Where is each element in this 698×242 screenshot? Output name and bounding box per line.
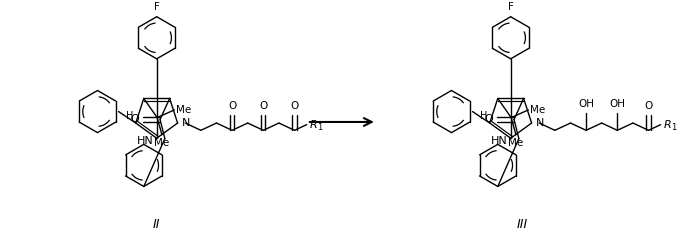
Text: N: N bbox=[181, 118, 190, 128]
Text: R: R bbox=[664, 120, 671, 130]
Text: Me: Me bbox=[177, 105, 191, 115]
Text: Me: Me bbox=[154, 138, 170, 148]
Text: O: O bbox=[259, 101, 267, 111]
Text: Me: Me bbox=[530, 105, 546, 115]
Text: III: III bbox=[517, 218, 528, 231]
Text: F: F bbox=[507, 2, 514, 12]
Text: HN: HN bbox=[137, 136, 154, 145]
Text: H: H bbox=[126, 111, 133, 121]
Text: OH: OH bbox=[578, 99, 594, 109]
Text: 1: 1 bbox=[671, 123, 676, 132]
Text: F: F bbox=[154, 2, 160, 12]
Text: O: O bbox=[131, 114, 139, 124]
Text: II: II bbox=[153, 218, 161, 231]
Text: H: H bbox=[480, 111, 487, 121]
Text: 1: 1 bbox=[317, 123, 322, 132]
Text: HN: HN bbox=[491, 136, 507, 145]
Text: OH: OH bbox=[609, 99, 625, 109]
Text: Me: Me bbox=[508, 138, 524, 148]
Text: O: O bbox=[228, 101, 236, 111]
Text: O: O bbox=[290, 101, 299, 111]
Text: O: O bbox=[484, 114, 493, 124]
Text: O: O bbox=[644, 101, 653, 111]
Text: N: N bbox=[535, 118, 544, 128]
Text: R: R bbox=[309, 120, 318, 130]
